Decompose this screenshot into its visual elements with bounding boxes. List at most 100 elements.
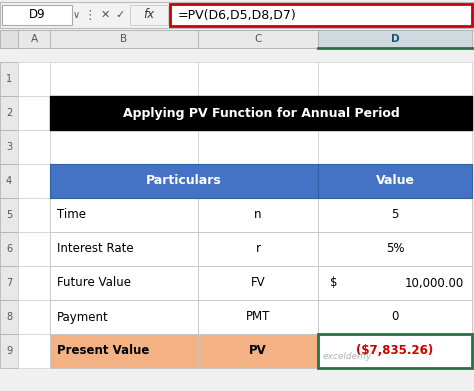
- Bar: [318, 334, 472, 368]
- Text: 6: 6: [6, 244, 12, 254]
- Text: n: n: [254, 208, 262, 221]
- Text: exceldemy: exceldemy: [323, 352, 372, 361]
- Bar: [50, 300, 198, 334]
- Text: $: $: [330, 276, 337, 289]
- Text: Value: Value: [375, 174, 414, 188]
- Text: PMT: PMT: [246, 310, 270, 323]
- Text: 5: 5: [392, 208, 399, 221]
- Bar: [318, 232, 472, 266]
- Bar: [0, 96, 18, 130]
- Bar: [18, 232, 50, 266]
- Bar: [318, 300, 472, 334]
- Text: 3: 3: [6, 142, 12, 152]
- Bar: [18, 334, 50, 368]
- Bar: [50, 130, 198, 164]
- Bar: [0, 164, 18, 198]
- Bar: [18, 30, 50, 48]
- Bar: [50, 266, 198, 300]
- Bar: [50, 198, 198, 232]
- Bar: [318, 198, 472, 232]
- Text: Particulars: Particulars: [146, 174, 222, 188]
- Bar: [198, 198, 318, 232]
- Bar: [198, 130, 318, 164]
- Text: D: D: [391, 34, 399, 44]
- Bar: [18, 130, 50, 164]
- Bar: [198, 164, 318, 198]
- Text: 10,000.00: 10,000.00: [405, 276, 464, 289]
- Bar: [198, 334, 318, 368]
- Text: Present Value: Present Value: [57, 344, 149, 357]
- Bar: [198, 334, 318, 368]
- Text: 5%: 5%: [386, 242, 404, 255]
- Bar: [198, 266, 318, 300]
- Bar: [170, 4, 472, 26]
- Bar: [318, 266, 472, 300]
- Text: Payment: Payment: [57, 310, 109, 323]
- Bar: [0, 130, 18, 164]
- Text: Future Value: Future Value: [57, 276, 131, 289]
- Bar: [50, 164, 318, 198]
- Bar: [0, 300, 18, 334]
- Text: Interest Rate: Interest Rate: [57, 242, 134, 255]
- Text: ($7,835.26): ($7,835.26): [356, 344, 434, 357]
- Text: r: r: [255, 242, 261, 255]
- Bar: [198, 300, 318, 334]
- Text: ∨: ∨: [73, 10, 80, 20]
- Bar: [0, 30, 18, 48]
- Bar: [198, 300, 318, 334]
- Text: ⋮: ⋮: [84, 9, 96, 22]
- Text: A: A: [30, 34, 37, 44]
- Bar: [198, 232, 318, 266]
- Bar: [18, 198, 50, 232]
- Bar: [198, 96, 318, 130]
- Bar: [50, 232, 198, 266]
- Bar: [318, 198, 472, 232]
- Text: fx: fx: [144, 9, 155, 22]
- Bar: [0, 198, 18, 232]
- Bar: [318, 334, 472, 368]
- Bar: [318, 334, 472, 368]
- Text: 0: 0: [392, 310, 399, 323]
- Text: 1: 1: [6, 74, 12, 84]
- Bar: [18, 96, 50, 130]
- Bar: [50, 334, 198, 368]
- Bar: [0, 266, 18, 300]
- Bar: [0, 62, 18, 96]
- Bar: [198, 198, 318, 232]
- Text: 2: 2: [6, 108, 12, 118]
- Text: PV: PV: [249, 344, 267, 357]
- Bar: [50, 96, 198, 130]
- Text: 4: 4: [6, 176, 12, 186]
- Text: =PV(D6,D5,D8,D7): =PV(D6,D5,D8,D7): [178, 9, 297, 22]
- Text: ✓: ✓: [115, 10, 125, 20]
- Bar: [198, 30, 318, 48]
- Bar: [18, 300, 50, 334]
- Bar: [18, 164, 50, 198]
- Bar: [318, 164, 472, 198]
- Text: D9: D9: [29, 9, 46, 22]
- Bar: [50, 96, 472, 130]
- Bar: [18, 266, 50, 300]
- Text: C: C: [255, 34, 262, 44]
- Bar: [18, 62, 50, 96]
- Bar: [0, 2, 474, 28]
- Bar: [318, 96, 472, 130]
- Bar: [0, 232, 18, 266]
- Bar: [50, 334, 198, 368]
- Bar: [0, 334, 18, 368]
- Bar: [0, 30, 474, 48]
- Bar: [198, 232, 318, 266]
- Text: B: B: [120, 34, 128, 44]
- Bar: [50, 232, 198, 266]
- Text: 8: 8: [6, 312, 12, 322]
- Bar: [318, 164, 472, 198]
- Text: Time: Time: [57, 208, 86, 221]
- Text: 5: 5: [6, 210, 12, 220]
- Bar: [318, 266, 472, 300]
- Bar: [318, 232, 472, 266]
- Bar: [50, 62, 198, 96]
- Bar: [2, 5, 72, 25]
- Bar: [50, 300, 198, 334]
- Bar: [50, 198, 198, 232]
- Bar: [130, 5, 168, 25]
